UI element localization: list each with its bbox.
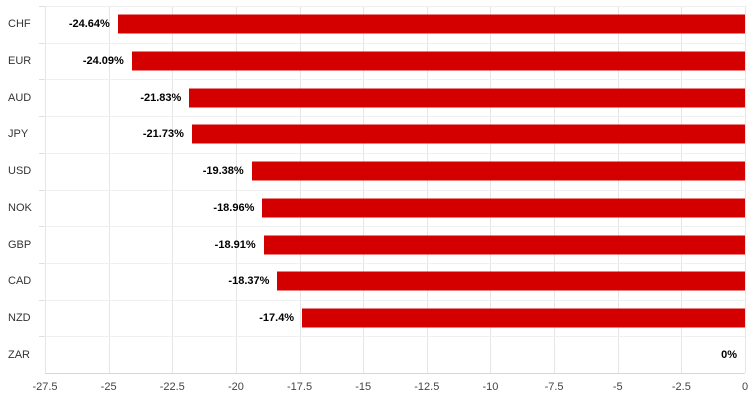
chart-row: -21.73%: [45, 116, 745, 153]
horizontal-gridline: [45, 152, 745, 154]
bar-nzd[interactable]: [302, 308, 745, 328]
horizontal-gridline: [45, 189, 745, 191]
horizontal-gridline: [45, 79, 745, 81]
category-label-nzd: NZD: [8, 311, 31, 324]
bar-jpy[interactable]: [191, 124, 745, 144]
category-tick: [39, 116, 45, 118]
x-tick-label: -17.5: [286, 381, 313, 393]
chart-row: -21.83%: [45, 79, 745, 116]
plot-area: -24.64% -24.09% -21.83% -21.73% -19.38% -18.9…: [45, 6, 746, 374]
bar-value-label: 0%: [721, 348, 737, 361]
x-tick-label: -5: [612, 381, 623, 393]
bar-chf[interactable]: [117, 14, 745, 34]
category-label-gbp: GBP: [8, 238, 32, 251]
category-label-cad: CAD: [8, 275, 32, 288]
category-label-aud: AUD: [8, 91, 32, 104]
chart-row: -17.4%: [45, 300, 745, 337]
horizontal-gridline: [45, 226, 745, 228]
category-tick: [39, 79, 45, 81]
horizontal-gridline: [45, 299, 745, 301]
bar-value-label: -19.38%: [202, 165, 244, 178]
x-tick-label: -12.5: [414, 381, 440, 393]
bar-eur[interactable]: [131, 51, 745, 71]
horizontal-gridline: [45, 336, 745, 338]
category-tick: [39, 189, 45, 191]
x-tick-label: -15: [355, 381, 372, 393]
chart-row: -19.38%: [45, 153, 745, 190]
category-tick: [39, 226, 45, 228]
category-label-zar: ZAR: [8, 348, 30, 361]
bar-value-label: -21.83%: [140, 91, 182, 104]
bar-value-label: -18.37%: [228, 275, 270, 288]
x-tick-label: 0: [741, 381, 749, 393]
chart-row: -24.64%: [45, 6, 745, 43]
bar-nok[interactable]: [262, 198, 745, 218]
category-label-nok: NOK: [8, 201, 32, 214]
x-axis-line: [45, 373, 745, 374]
bar-value-label: -18.96%: [213, 201, 255, 214]
category-label-chf: CHF: [8, 18, 31, 31]
category-label-jpy: JPY: [8, 128, 29, 141]
category-tick: [39, 262, 45, 264]
category-axis: CHF EUR AUD JPY USD NOK GBP CAD NZD ZAR: [0, 0, 45, 407]
horizontal-gridline: [45, 42, 745, 44]
bar-value-label: -24.64%: [68, 18, 110, 31]
chart-row: -18.37%: [45, 263, 745, 300]
category-tick: [39, 299, 45, 301]
category-label-eur: EUR: [8, 55, 32, 68]
bar-gbp[interactable]: [263, 235, 745, 255]
category-tick: [39, 336, 45, 338]
bar-cad[interactable]: [277, 271, 745, 291]
x-tick-label: -7.5: [544, 381, 564, 393]
x-tick-label: -20: [227, 381, 244, 393]
horizontal-gridline: [45, 116, 745, 118]
chart-row: 0%: [45, 336, 745, 373]
x-tick-label: -2.5: [671, 381, 691, 393]
chart-row: -18.96%: [45, 190, 745, 227]
bar-aud[interactable]: [189, 88, 745, 108]
category-tick: [39, 6, 45, 7]
category-label-usd: USD: [8, 165, 32, 178]
bar-value-label: -21.73%: [142, 128, 184, 141]
horizontal-gridline: [45, 6, 745, 7]
x-tick-label: -10: [482, 381, 499, 393]
x-tick-label: -22.5: [159, 381, 185, 393]
bar-value-label: -24.09%: [82, 55, 124, 68]
x-tick-label: -25: [100, 381, 117, 393]
chart-row: -18.91%: [45, 226, 745, 263]
horizontal-gridline: [45, 262, 745, 264]
vertical-gridline: [745, 6, 746, 373]
bar-usd[interactable]: [251, 161, 745, 181]
x-axis: -27.5 -25 -22.5 -20 -17.5 -15 -12.5 -10 -7.5 -5 -2…: [32, 381, 749, 401]
chart-row: -24.09%: [45, 43, 745, 80]
x-tick-label: -27.5: [32, 381, 58, 393]
category-tick: [39, 152, 45, 154]
bar-value-label: -18.91%: [214, 238, 256, 251]
bar-value-label: -17.4%: [259, 311, 295, 324]
category-tick: [39, 42, 45, 44]
